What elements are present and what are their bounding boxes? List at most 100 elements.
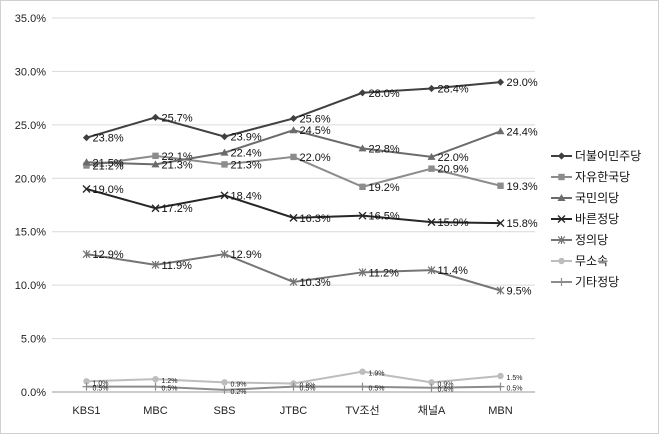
data-label: 1.9%: [369, 371, 385, 378]
legend-label: 기타정당: [575, 275, 619, 289]
data-point: [83, 162, 90, 169]
data-label: 0.5%: [162, 386, 178, 393]
data-label: 0.9%: [231, 381, 247, 388]
data-point: [220, 250, 229, 259]
data-label: 15.8%: [507, 218, 538, 230]
data-point: [221, 161, 228, 168]
data-point: [427, 383, 436, 392]
data-point: [496, 78, 505, 86]
legend-label: 더불어민주당: [575, 149, 641, 163]
data-point: [428, 379, 435, 386]
x-tick-label: JTBC: [280, 405, 308, 417]
data-label: 15.9%: [438, 217, 469, 229]
data-label: 28.0%: [369, 88, 400, 100]
y-tick-label: 20.0%: [15, 173, 46, 185]
data-point: [220, 148, 229, 156]
data-point: [82, 134, 91, 142]
data-label: 11.2%: [369, 267, 400, 279]
series-1: 23.8% 25.7% 23.9% 25.6% 28.0% 28.4% 29.0%: [82, 77, 538, 145]
data-point: [82, 382, 91, 391]
data-label: 10.3%: [300, 277, 331, 289]
data-point: [427, 218, 436, 227]
data-label: 0.9%: [438, 381, 454, 388]
data-point: [151, 113, 160, 121]
series-2: 21.2%22.1%21.3%22.0%19.2%20.9%19.3%: [83, 151, 538, 194]
series-5: 12.9% 11.9% 12.9% 10.3% 11.2% 11.4% 9.5%: [82, 249, 532, 297]
series-4: 19.0% 17.2% 18.4% 16.3% 16.5% 15.9% 15.8%: [82, 184, 538, 230]
data-label: 19.0%: [93, 184, 124, 196]
data-label: 16.3%: [300, 213, 331, 225]
data-point: [83, 378, 90, 385]
data-label: 0.5%: [93, 386, 109, 393]
data-point: [151, 260, 160, 269]
data-point: [82, 184, 91, 193]
data-label: 0.4%: [438, 387, 454, 394]
data-point: [151, 160, 160, 168]
legend-label: 무소속: [575, 254, 608, 268]
data-point: [496, 127, 505, 135]
x-tick-label: SBS: [213, 405, 235, 417]
data-point: [359, 183, 366, 191]
data-point: [496, 286, 505, 295]
data-label: 0.2%: [231, 389, 247, 396]
data-point: [558, 257, 565, 265]
x-tick-label: TV조선: [345, 404, 379, 417]
data-point: [359, 368, 366, 375]
data-label: 22.4%: [231, 148, 262, 160]
data-label: 22.0%: [438, 152, 469, 164]
data-label: 25.7%: [162, 112, 193, 124]
data-point: [289, 277, 298, 286]
data-label: 24.5%: [300, 125, 331, 137]
y-gridlines: [52, 17, 535, 393]
data-label: 12.9%: [231, 249, 262, 261]
data-label: 1.5%: [507, 375, 523, 382]
data-point: [358, 268, 367, 277]
data-label: 18.4%: [231, 190, 262, 202]
y-tick-label: 35.0%: [15, 13, 46, 25]
x-tick-label: KBS1: [72, 405, 100, 417]
data-point: [220, 385, 229, 394]
data-label: 1.0%: [93, 380, 109, 387]
y-tick-label: 25.0%: [15, 120, 46, 132]
data-label: 17.2%: [162, 203, 193, 215]
data-point: [290, 153, 297, 161]
data-point: [220, 133, 229, 141]
data-label: 24.4%: [507, 126, 538, 138]
data-label: 22.0%: [300, 152, 331, 164]
data-point: [557, 152, 566, 160]
data-point: [427, 266, 436, 275]
data-point: [289, 114, 298, 123]
data-point: [427, 84, 436, 93]
data-point: [289, 126, 298, 134]
data-label: 21.3%: [231, 159, 262, 171]
data-point: [289, 213, 298, 222]
data-point: [496, 382, 505, 391]
data-point: [558, 173, 565, 181]
data-point: [152, 152, 159, 160]
y-tick-label: 15.0%: [15, 227, 46, 239]
data-point: [152, 375, 159, 383]
x-tick-label: MBN: [488, 405, 513, 417]
data-point: [358, 89, 367, 97]
data-label: 0.5%: [369, 386, 385, 393]
data-point: [221, 379, 228, 386]
legend-label: 국민의당: [575, 191, 619, 205]
data-label: 21.5%: [93, 157, 124, 169]
data-point: [496, 219, 505, 228]
x-tick-label: 채널A: [418, 404, 446, 417]
legend-label: 바른정당: [575, 212, 619, 226]
data-point: [358, 144, 367, 152]
y-tick-label: 30.0%: [15, 66, 46, 78]
data-label: 0.5%: [300, 386, 316, 393]
data-label: 23.9%: [231, 132, 262, 144]
legend-label: 자유한국당: [575, 170, 630, 184]
data-label: 1.2%: [162, 378, 178, 385]
series-7: 0.5% 0.5% 0.2% 0.5% 0.5% 0.4% 0.5%: [82, 382, 522, 396]
data-label: 29.0%: [507, 77, 538, 89]
data-point: [151, 382, 160, 391]
data-point: [557, 236, 566, 244]
data-point: [557, 215, 566, 223]
series-3: 21.5% 21.3%22.4%24.5%22.8%22.0%24.4%: [82, 125, 538, 171]
data-point: [151, 204, 160, 213]
